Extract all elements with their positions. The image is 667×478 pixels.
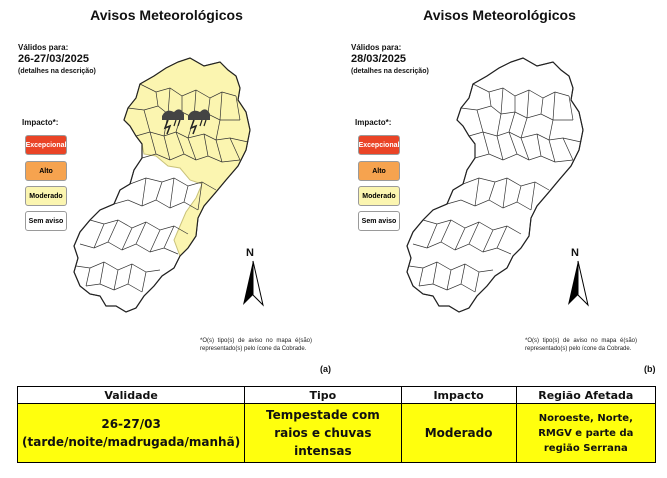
legend-sem-aviso: Sem aviso: [358, 211, 400, 231]
legend-excepcional: Excepcional: [25, 135, 67, 155]
valid-note: (detalhes na descrição): [351, 68, 429, 75]
legend-moderado: Moderado: [358, 186, 400, 206]
legend-excepcional: Excepcional: [358, 135, 400, 155]
north-label: N: [246, 247, 254, 259]
warning-summary-table: Validade Tipo Impacto Região Afetada 26-…: [16, 386, 657, 463]
legend-alto: Alto: [358, 161, 400, 181]
valid-note: (detalhes na descrição): [18, 68, 96, 75]
north-arrow-icon: N: [238, 247, 268, 307]
legend-alto: Alto: [25, 161, 67, 181]
cell-validade: 26-27/03 (tarde/noite/madrugada/manhã): [16, 403, 246, 463]
header-validade: Validade: [16, 386, 246, 404]
cell-tipo: Tempestade com raios e chuvas intensas: [244, 403, 402, 463]
table-row: 26-27/03 (tarde/noite/madrugada/manhã) T…: [16, 403, 657, 463]
valid-date: 28/03/2025: [351, 53, 407, 65]
impact-legend-title: Impacto*:: [22, 118, 59, 127]
cobrade-storm-icon: [188, 109, 210, 135]
panel-title: Avisos Meteorológicos: [423, 7, 576, 23]
map-panel-b: Avisos Meteorológicos Válidos para: 28/0…: [333, 0, 666, 378]
header-impacto: Impacto: [400, 386, 517, 404]
cell-impacto: Moderado: [400, 403, 517, 463]
validade-periods: (tarde/noite/madrugada/manhã): [22, 435, 241, 449]
valid-label: Válidos para:: [18, 43, 69, 52]
figure-letter: (a): [320, 364, 331, 374]
table-header-row: Validade Tipo Impacto Região Afetada: [16, 386, 657, 404]
panel-title: Avisos Meteorológicos: [90, 7, 243, 23]
map-panel-a: Avisos Meteorológicos Válidos para: 26-2…: [0, 0, 333, 378]
valid-label: Válidos para:: [351, 43, 402, 52]
impact-legend-title: Impacto*:: [355, 118, 392, 127]
header-regiao: Região Afetada: [515, 386, 657, 404]
valid-date: 26-27/03/2025: [18, 53, 89, 65]
footnote: *O(s) tipo(s) de aviso no mapa é(são) re…: [525, 338, 637, 352]
north-label: N: [571, 247, 579, 259]
header-tipo: Tipo: [244, 386, 402, 404]
validade-dates: 26-27/03: [101, 417, 161, 431]
north-arrow-icon: N: [563, 247, 593, 307]
legend-sem-aviso: Sem aviso: [25, 211, 67, 231]
footnote: *O(s) tipo(s) de aviso no mapa é(são) re…: [200, 338, 312, 352]
legend-moderado: Moderado: [25, 186, 67, 206]
state-map: [73, 57, 251, 313]
figure-letter: (b): [644, 364, 656, 374]
cobrade-storm-icon: [162, 109, 184, 135]
cell-regiao: Noroeste, Norte, RMGV e parte da região …: [515, 403, 657, 463]
